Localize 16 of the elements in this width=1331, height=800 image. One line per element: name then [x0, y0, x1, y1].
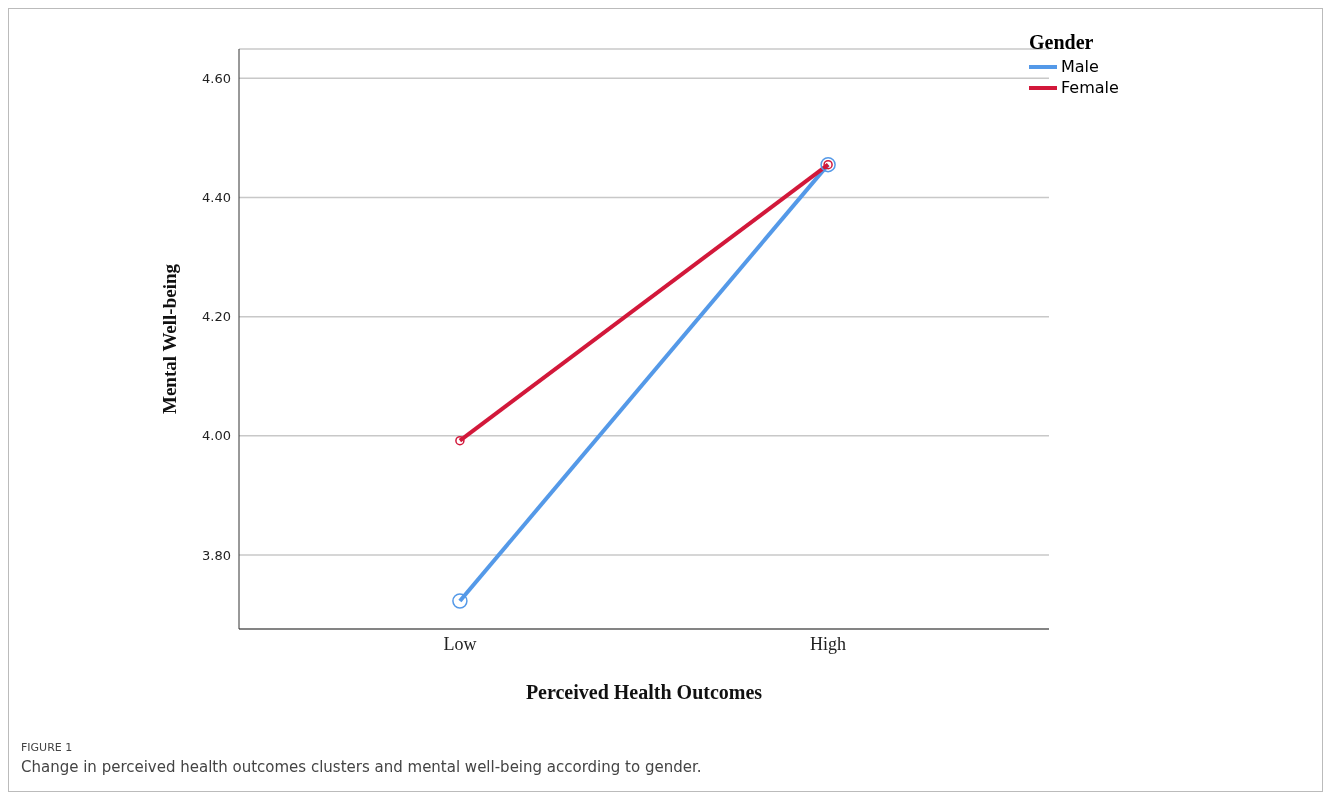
x-tick-label: Low: [443, 633, 477, 654]
y-tick-label: 4.00: [202, 428, 231, 444]
y-tick-label: 3.80: [202, 547, 231, 563]
point: [455, 435, 465, 446]
y-tick-label: 4.60: [202, 70, 231, 86]
x-axis-title: Perceived Health Outcomes: [525, 681, 763, 703]
legend-label: Male: [1061, 56, 1099, 77]
text: Change in perceived health outcomes clusters and mental well-being according to gender.: [21, 758, 702, 776]
caption: FIGURE 1: [21, 741, 74, 754]
legend-title: Gender: [1029, 31, 1095, 54]
y-axis-title: Mental Well-being: [158, 263, 180, 415]
y-tick-label: 4.20: [202, 309, 231, 325]
point: [452, 593, 468, 609]
legend-label: Female: [1061, 77, 1119, 98]
y-tick-label: 4.40: [202, 190, 231, 206]
x-tick-label: High: [810, 633, 847, 654]
